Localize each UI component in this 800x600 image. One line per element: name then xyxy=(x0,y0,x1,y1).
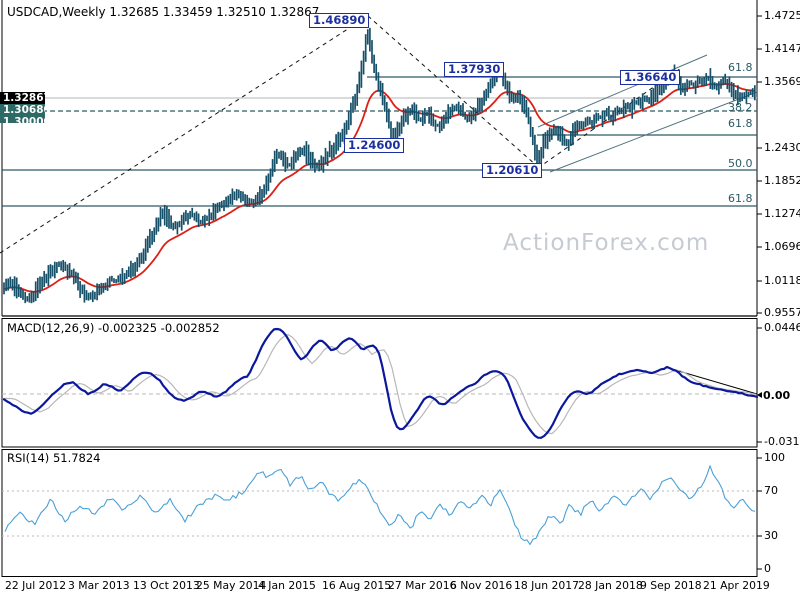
rsi-axis-label: 30 xyxy=(764,529,778,542)
rsi-axis-label: 0 xyxy=(764,562,771,575)
price-axis-label: 1.12740 xyxy=(764,207,800,220)
date-axis-label: 4 Jan 2015 xyxy=(258,579,316,592)
price-axis-label: 1.06960 xyxy=(764,240,800,253)
date-axis-label: 6 Nov 2016 xyxy=(450,579,513,592)
rsi-axis-label: 100 xyxy=(764,451,785,464)
price-current-mark: 1.32867 xyxy=(0,92,45,106)
fib-level-label: 61.8 xyxy=(728,117,753,130)
macd-zero-level-label: 0.00 xyxy=(763,389,791,402)
price-level-tag: 1.37930 xyxy=(444,62,505,77)
fib-level-label: 50.0 xyxy=(728,157,753,170)
price-level-tag: 1.24600 xyxy=(344,138,405,153)
price-axis-label: 1.18520 xyxy=(764,174,800,187)
macd-indicator-label: MACD(12,26,9) -0.002325 -0.002852 xyxy=(7,321,220,335)
price-current-mark: 1.30000 xyxy=(0,116,45,123)
date-axis-label: 18 Jun 2017 xyxy=(514,579,579,592)
rsi-axis-label: 70 xyxy=(764,484,778,497)
price-current-mark: 1.30680 xyxy=(0,104,45,117)
price-level-tag: 1.36640 xyxy=(620,70,681,85)
date-axis-label: 28 Jan 2018 xyxy=(578,579,643,592)
price-level-tag: 1.20610 xyxy=(482,163,543,178)
price-level-tag: 1.46890 xyxy=(309,13,370,28)
date-axis-label: 3 Mar 2013 xyxy=(68,579,130,592)
actionforex-watermark: ActionForex.com xyxy=(503,230,710,256)
price-axis-label: 1.41470 xyxy=(764,42,800,55)
macd-axis-label: 0.044642 xyxy=(764,321,800,334)
price-axis-label: 1.47250 xyxy=(764,9,800,22)
fib-level-label: 61.8 xyxy=(728,61,753,74)
candlestick-series xyxy=(3,27,756,304)
rsi-indicator-label: RSI(14) 51.7824 xyxy=(7,451,101,465)
date-axis-label: 16 Aug 2015 xyxy=(322,579,392,592)
date-axis-label: 13 Oct 2013 xyxy=(133,579,200,592)
price-axis-label: 1.35690 xyxy=(764,75,800,88)
date-axis-label: 22 Jul 2012 xyxy=(5,579,67,592)
price-axis-label: 1.24300 xyxy=(764,141,800,154)
fib-level-label: 61.8 xyxy=(728,192,753,205)
date-axis-label: 25 May 2014 xyxy=(196,579,267,592)
macd-axis-label: -0.031183 xyxy=(764,435,800,448)
date-axis-label: 27 Mar 2016 xyxy=(388,579,457,592)
date-axis-label: 21 Apr 2019 xyxy=(703,579,770,592)
date-axis-label: 9 Sep 2018 xyxy=(640,579,702,592)
fib-level-label: 38.2 xyxy=(728,101,753,114)
chart-symbol-title: USDCAD,Weekly 1.32685 1.33459 1.32510 1.… xyxy=(7,5,320,19)
